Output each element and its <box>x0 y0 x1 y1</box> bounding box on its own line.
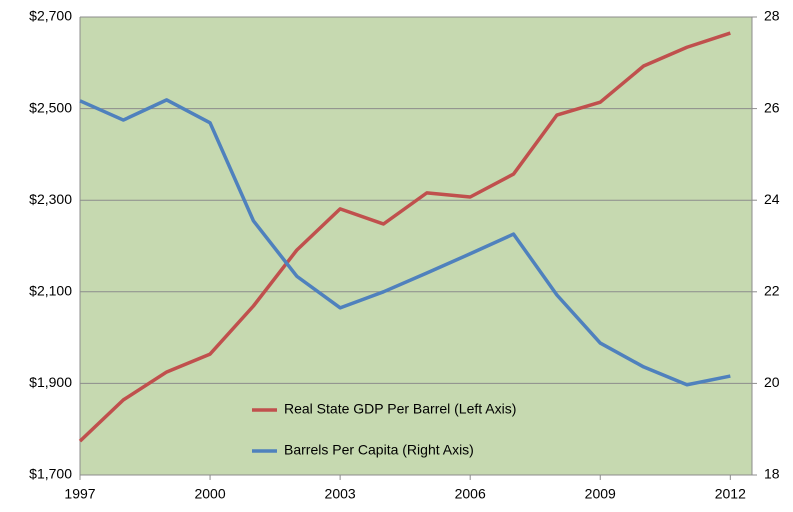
plot-area <box>80 17 752 475</box>
y2-tick-label: 24 <box>764 191 780 207</box>
y-tick-label: $2,300 <box>29 191 72 207</box>
legend-label: Real State GDP Per Barrel (Left Axis) <box>284 401 516 417</box>
y-tick-label: $1,900 <box>29 374 72 390</box>
y2-tick-label: 26 <box>764 99 780 115</box>
series-line <box>78 31 731 443</box>
y-tick-label: $2,500 <box>29 99 72 115</box>
legend-label: Barrels Per Capita (Right Axis) <box>284 442 474 458</box>
x-tick-label: 2003 <box>325 486 356 502</box>
x-tick-label: 1997 <box>64 486 95 502</box>
y2-tick-label: 22 <box>764 283 780 299</box>
x-tick-label: 2009 <box>585 486 616 502</box>
y-tick-label: $2,100 <box>29 283 72 299</box>
x-tick-label: 2006 <box>455 486 486 502</box>
series-line <box>79 98 731 387</box>
y2-tick-label: 18 <box>764 466 780 482</box>
x-tick-label: 2012 <box>715 486 746 502</box>
y-tick-label: $1,700 <box>29 466 72 482</box>
y2-tick-label: 20 <box>764 374 780 390</box>
x-tick-label: 2000 <box>194 486 225 502</box>
y-tick-label: $2,700 <box>29 8 72 24</box>
y2-tick-label: 28 <box>764 8 780 24</box>
